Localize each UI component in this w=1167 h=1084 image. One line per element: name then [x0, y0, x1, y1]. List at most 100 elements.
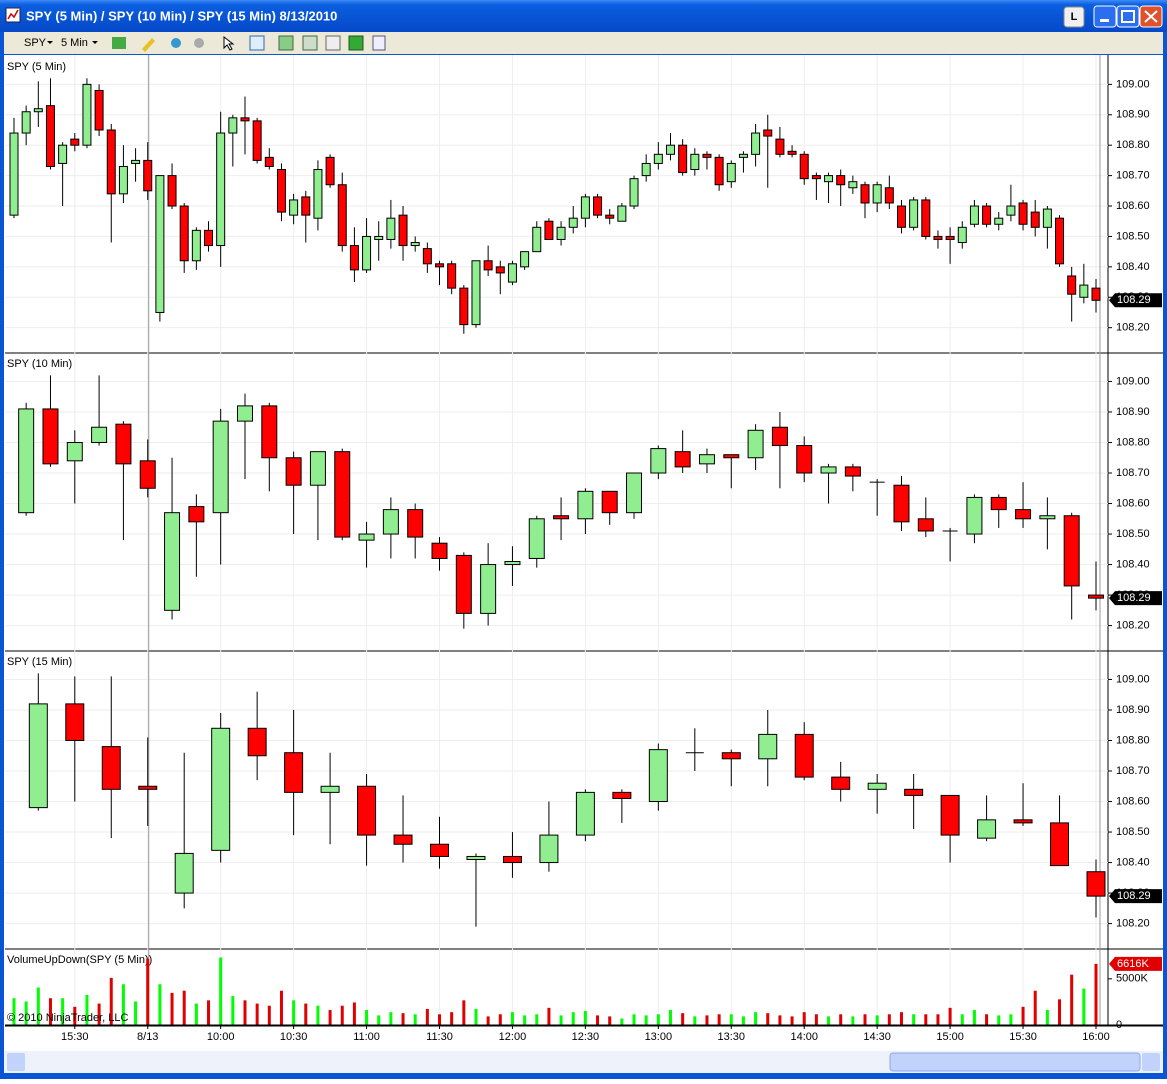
volume-bar — [450, 1012, 454, 1025]
volume-bar — [717, 1014, 721, 1025]
y-tick-label: 108.70 — [1116, 170, 1150, 182]
volume-bar — [207, 1000, 211, 1025]
candle-body — [917, 518, 934, 532]
volume-bar — [510, 1012, 514, 1025]
candle-body — [374, 235, 384, 240]
interval-selector[interactable]: 5 Min — [61, 37, 88, 49]
link-button[interactable] — [1063, 6, 1085, 28]
zoom-button[interactable] — [171, 38, 181, 48]
volume-bar — [474, 1008, 478, 1025]
volume-bar — [523, 1015, 527, 1025]
zoom-out-button[interactable] — [194, 38, 204, 48]
candle-body — [702, 153, 712, 158]
volume-bar — [438, 1014, 442, 1025]
volume-bar — [997, 1015, 1001, 1025]
x-tick-label: 12:30 — [572, 1031, 600, 1043]
candle-body — [45, 105, 55, 167]
volume-bar — [1021, 1006, 1025, 1025]
candle-body — [698, 454, 715, 465]
candle-body — [1088, 594, 1104, 599]
chart-style-button[interactable] — [112, 37, 126, 49]
volume-bar — [863, 1014, 867, 1025]
maximize-button[interactable] — [1116, 5, 1140, 28]
volume-bar — [170, 992, 174, 1025]
candle-body — [480, 564, 497, 614]
cursor-button[interactable] — [223, 35, 235, 51]
properties-button[interactable] — [325, 35, 341, 51]
scroll-right[interactable] — [1142, 1053, 1160, 1071]
candle-body — [301, 196, 311, 216]
x-tick-label: 15:30 — [1009, 1031, 1037, 1043]
scrollbar[interactable] — [4, 1051, 1163, 1073]
candle-body — [641, 162, 651, 177]
strategies-button[interactable] — [302, 35, 318, 51]
volume-bar — [778, 1015, 782, 1025]
candle-body — [430, 843, 450, 857]
candle-body — [236, 405, 253, 422]
candle-body — [131, 159, 141, 164]
candle-body — [957, 226, 967, 244]
candle-body — [1042, 208, 1052, 228]
volume-bar — [620, 1018, 624, 1025]
x-tick-label: 11:30 — [426, 1031, 453, 1043]
volume-bar — [231, 996, 235, 1025]
volume-bar — [960, 1014, 964, 1025]
x-tick-label: 14:30 — [863, 1031, 891, 1043]
volume-bar — [936, 1014, 940, 1025]
y-tick-label: 108.90 — [1116, 704, 1150, 716]
candle-body — [796, 445, 813, 474]
candle-body — [471, 260, 481, 326]
candle-body — [532, 226, 542, 253]
volume-bar — [134, 1001, 138, 1025]
dropdown-arrow — [92, 41, 98, 44]
volume-bar — [401, 1013, 405, 1025]
candle-body — [58, 144, 68, 164]
scrollbar-thumb[interactable] — [889, 1052, 1141, 1072]
candle-body — [848, 181, 858, 189]
volume-bar — [875, 1015, 879, 1025]
x-tick-label: 13:00 — [645, 1031, 673, 1043]
volume-bar — [267, 1005, 271, 1025]
candle-body — [577, 490, 594, 520]
data-box-button[interactable] — [249, 35, 265, 51]
candle-body — [82, 83, 92, 146]
candle-body — [483, 260, 493, 271]
indicators-button[interactable] — [278, 35, 294, 51]
y-tick-label: 108.50 — [1116, 826, 1150, 838]
volume-bar — [668, 1010, 672, 1025]
candle-body — [556, 226, 566, 240]
candle-body — [714, 156, 724, 186]
minimize-button[interactable] — [1093, 5, 1117, 28]
candle-body — [723, 454, 740, 459]
candle-body — [811, 175, 821, 180]
candle-body — [431, 542, 448, 559]
last-price-box — [1109, 889, 1162, 904]
candle-body — [1063, 515, 1080, 587]
volume-bar — [255, 1003, 259, 1025]
candle-body — [106, 129, 116, 195]
candle-body — [357, 785, 377, 836]
candle-body — [504, 561, 521, 566]
candle-body — [751, 132, 761, 155]
volume-bar — [413, 1014, 417, 1025]
instrument-selector[interactable]: SPY — [24, 37, 47, 49]
candle-body — [771, 426, 788, 447]
y-tick-label: 108.40 — [1116, 856, 1150, 868]
candle-body — [212, 420, 229, 514]
panel-button[interactable] — [372, 35, 386, 51]
candle-body — [1079, 284, 1089, 298]
volume-bar — [85, 994, 89, 1025]
candle-body — [407, 509, 424, 538]
volume-bar — [109, 977, 113, 1025]
volume-bar — [194, 1003, 198, 1025]
order-button[interactable] — [348, 35, 364, 51]
scroll-left[interactable] — [7, 1053, 25, 1071]
volume-bar — [316, 1005, 320, 1025]
drawing-tool-button[interactable] — [142, 38, 155, 52]
x-tick-label: 10:30 — [280, 1031, 308, 1043]
candle-body — [1018, 202, 1028, 225]
candle-body — [18, 408, 35, 514]
y-tick-label: 108.50 — [1116, 528, 1150, 540]
